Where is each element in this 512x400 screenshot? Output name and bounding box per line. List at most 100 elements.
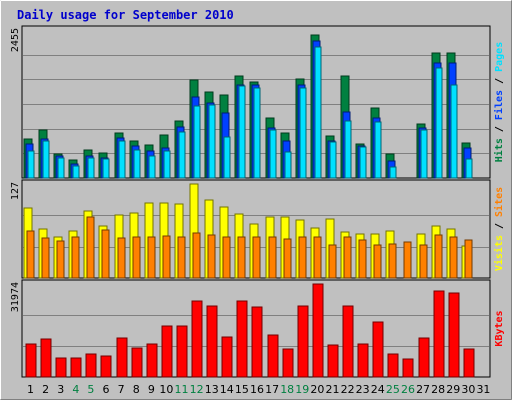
day-label: 15 <box>235 383 249 396</box>
day-label: 19 <box>295 383 309 396</box>
bar-sites <box>237 236 246 279</box>
bar-pages <box>389 166 397 179</box>
bar-kbytes <box>100 355 112 378</box>
bar-pages <box>27 150 35 179</box>
bar-pages <box>269 129 277 179</box>
bar-pages <box>133 149 141 179</box>
bar-pages <box>374 121 382 179</box>
bar-pages <box>238 85 246 179</box>
bar-kbytes <box>131 347 143 378</box>
bar-pages <box>102 158 110 179</box>
bar-kbytes <box>327 344 339 378</box>
day-label: 11 <box>175 383 189 396</box>
bar-pages <box>57 157 65 179</box>
bar-sites <box>449 236 458 279</box>
bar-kbytes <box>206 305 218 378</box>
bar-sites <box>464 239 473 279</box>
day-label: 20 <box>310 383 324 396</box>
bar-sites <box>403 241 412 279</box>
legend-item: Pages <box>494 42 505 72</box>
day-label: 23 <box>356 383 370 396</box>
bar-pages <box>148 155 156 179</box>
bar-sites <box>41 237 50 279</box>
day-label: 31 <box>476 383 490 396</box>
bar-sites <box>117 237 126 279</box>
bar-pages <box>193 105 201 179</box>
bar-kbytes <box>40 338 52 378</box>
day-label: 30 <box>461 383 475 396</box>
day-label: 3 <box>57 383 64 396</box>
bar-pages <box>208 104 216 179</box>
ymax-label: 31974 <box>10 282 21 312</box>
bar-pages <box>163 150 171 179</box>
day-label: 21 <box>325 383 339 396</box>
bar-kbytes <box>267 334 279 378</box>
bar-sites <box>26 230 35 279</box>
day-label: 9 <box>148 383 155 396</box>
legend-item: Visits <box>493 235 505 271</box>
bar-sites <box>162 235 171 279</box>
bar-pages <box>359 146 367 179</box>
bar-kbytes <box>25 343 37 378</box>
day-label: 12 <box>190 383 204 396</box>
bar-pages <box>435 67 443 179</box>
bar-sites <box>419 244 428 279</box>
day-label: 27 <box>416 383 430 396</box>
day-label: 2 <box>42 383 49 396</box>
ymax-label: 127 <box>10 182 21 200</box>
bar-pages <box>72 165 80 179</box>
bar-pages <box>420 129 428 179</box>
bar-kbytes <box>387 353 399 378</box>
bar-sites <box>434 234 443 279</box>
bar-pages <box>344 120 352 179</box>
bar-sites <box>283 238 292 279</box>
bar-kbytes <box>116 337 128 378</box>
bar-kbytes <box>251 306 263 378</box>
bar-kbytes <box>282 348 294 378</box>
bar-sites <box>373 244 382 279</box>
panel-hits-files-pages: 2455 Hits / Files / Pages <box>10 25 505 179</box>
day-label: 22 <box>341 383 355 396</box>
bar-sites <box>252 236 261 279</box>
bar-kbytes <box>161 325 173 378</box>
legend-item: Hits <box>493 138 505 162</box>
bar-kbytes <box>297 305 309 378</box>
day-label: 13 <box>205 383 219 396</box>
bar-pages <box>284 151 292 179</box>
day-label: 7 <box>118 383 125 396</box>
bar-sites <box>358 239 367 279</box>
bar-kbytes <box>70 357 82 378</box>
bar-kbytes <box>146 343 158 378</box>
day-label: 24 <box>371 383 385 396</box>
bar-kbytes <box>448 292 460 378</box>
panels: 2455 Hits / Files / Pages 127 Visits / Site… <box>10 25 505 378</box>
bar-sites <box>298 236 307 279</box>
bar-kbytes <box>221 336 233 378</box>
bar-kbytes <box>418 337 430 378</box>
legend-visits-sites: Visits / Sites <box>493 187 505 271</box>
day-label: 4 <box>72 383 79 396</box>
legend-item: Files <box>493 90 505 120</box>
chart-title: Daily usage for September 2010 <box>17 8 234 22</box>
legend-item: KBytes <box>494 310 505 346</box>
day-label: 5 <box>87 383 94 396</box>
bar-pages <box>253 87 261 179</box>
bar-kbytes <box>357 343 369 378</box>
day-label: 6 <box>103 383 110 396</box>
bar-sites <box>222 236 231 279</box>
bar-sites <box>328 244 337 279</box>
bar-kbytes <box>176 325 188 378</box>
bar-sites <box>147 236 156 279</box>
legend-item: / <box>494 72 505 90</box>
day-label: 29 <box>446 383 460 396</box>
bar-pages <box>87 157 95 179</box>
ymax-label: 2455 <box>10 28 21 52</box>
bar-pages <box>299 87 307 179</box>
bar-sites <box>207 234 216 279</box>
panel-kbytes: 31974 KBytes <box>10 279 505 378</box>
bar-pages <box>450 84 458 179</box>
bar-kbytes <box>463 348 475 378</box>
bar-pages <box>118 140 126 179</box>
bar-sites <box>388 243 397 279</box>
